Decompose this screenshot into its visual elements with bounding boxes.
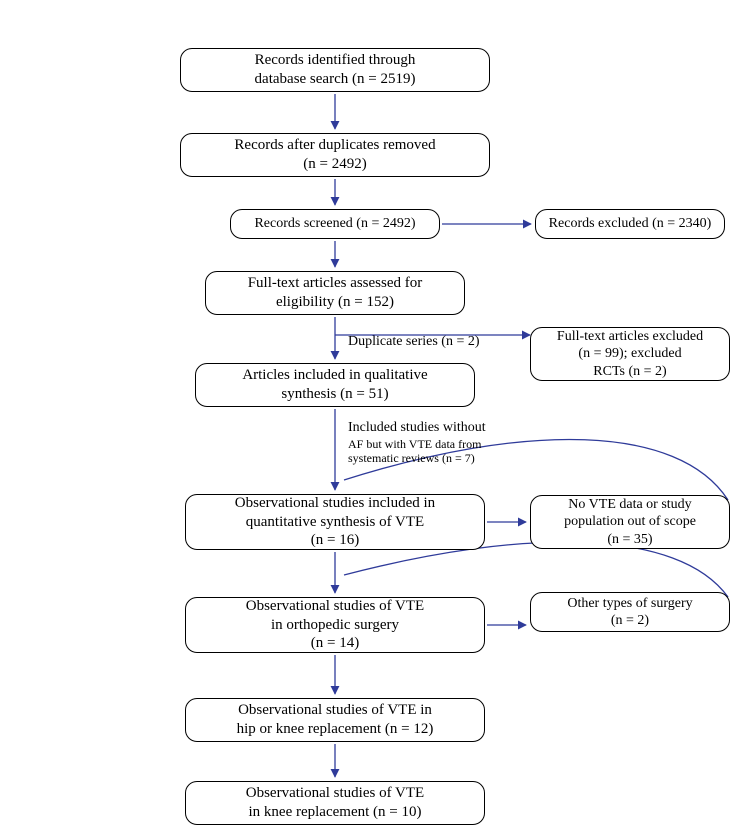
node-r2: Full-text articles excluded(n = 99); exc… <box>530 327 730 381</box>
arrow-label-l1: Duplicate series (n = 2) <box>348 334 480 351</box>
node-n4: Full-text articles assessed foreligibili… <box>205 271 465 315</box>
node-n5: Articles included in qualitativesynthesi… <box>195 363 475 407</box>
node-n6: Observational studies included inquantit… <box>185 494 485 550</box>
node-n8: Observational studies of VTE inhip or kn… <box>185 698 485 742</box>
node-n9: Observational studies of VTEin knee repl… <box>185 781 485 825</box>
node-n1: Records identified throughdatabase searc… <box>180 48 490 92</box>
node-r3: No VTE data or studypopulation out of sc… <box>530 495 730 549</box>
node-n3: Records screened (n = 2492) <box>230 209 440 239</box>
arrow-label-l2: Included studies withoutAF but with VTE … <box>348 420 486 466</box>
node-n7: Observational studies of VTEin orthopedi… <box>185 597 485 653</box>
node-r4: Other types of surgery(n = 2) <box>530 592 730 632</box>
node-n2: Records after duplicates removed(n = 249… <box>180 133 490 177</box>
node-r1: Records excluded (n = 2340) <box>535 209 725 239</box>
